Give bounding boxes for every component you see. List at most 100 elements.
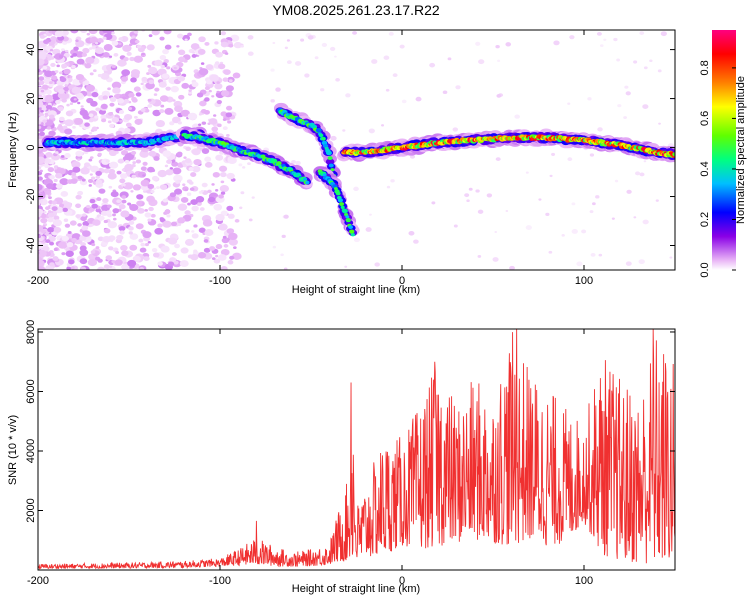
noise-speckle: [119, 119, 123, 123]
noise-speckle: [108, 185, 113, 189]
noise-speckle: [209, 74, 219, 82]
noise-speckle: [148, 206, 154, 212]
noise-speckle: [111, 81, 122, 89]
noise-speckle: [177, 49, 186, 56]
noise-speckle: [291, 159, 297, 164]
lower-branch: [349, 229, 355, 234]
noise-speckle: [215, 213, 225, 222]
noise-speckle: [114, 259, 123, 266]
noise-speckle: [89, 156, 94, 160]
noise-speckle: [549, 174, 553, 178]
noise-speckle: [84, 162, 91, 167]
noise-speckle: [147, 218, 152, 222]
noise-speckle: [213, 203, 223, 211]
snr-y-ticks: 2000 4000 6000 8000: [25, 320, 675, 523]
noise-speckle: [232, 252, 242, 260]
noise-speckle: [103, 219, 108, 224]
noise-speckle: [151, 30, 160, 36]
spectrogram-x-tick-label: 100: [575, 275, 593, 287]
noise-speckle: [140, 179, 150, 187]
noise-speckle: [154, 227, 164, 235]
noise-speckle: [100, 114, 108, 120]
noise-speckle: [54, 167, 58, 170]
colorbar-tick-label: 0.8: [699, 60, 711, 75]
upper-branch: [330, 168, 335, 172]
noise-speckle: [77, 101, 81, 105]
noise-speckle: [227, 156, 237, 165]
noise-speckle: [59, 71, 63, 75]
noise-speckle: [124, 152, 135, 161]
noise-speckle: [38, 249, 47, 258]
noise-speckle: [50, 56, 55, 60]
noise-speckle: [129, 56, 135, 62]
noise-speckle: [121, 199, 127, 204]
noise-speckle: [196, 201, 202, 206]
noise-speckle: [159, 184, 168, 190]
noise-speckle: [89, 72, 94, 76]
noise-speckle: [76, 58, 85, 65]
noise-speckle: [89, 198, 96, 204]
noise-speckle: [295, 160, 301, 166]
noise-speckle: [169, 121, 175, 126]
noise-speckle: [58, 124, 63, 127]
noise-speckle: [91, 176, 96, 180]
noise-speckle: [38, 76, 45, 81]
noise-speckle: [38, 216, 41, 220]
noise-speckle: [70, 30, 79, 34]
noise-speckle: [226, 172, 235, 180]
noise-speckle: [178, 56, 186, 63]
noise-speckle: [68, 259, 75, 265]
noise-speckle: [155, 119, 166, 128]
noise-speckle: [119, 178, 126, 184]
noise-speckle: [218, 223, 228, 231]
noise-speckle: [177, 223, 182, 226]
noise-speckle: [153, 93, 158, 96]
upper-branch: [328, 163, 334, 168]
noise-speckle: [525, 171, 529, 174]
noise-speckle: [184, 188, 189, 192]
noise-speckle: [569, 35, 575, 40]
noise-speckle: [220, 41, 229, 48]
noise-speckle: [118, 204, 126, 210]
noise-speckle: [72, 125, 76, 129]
noise-speckle: [204, 229, 214, 236]
noise-speckle: [625, 261, 632, 266]
noise-speckle: [197, 48, 206, 55]
noise-speckle: [72, 52, 78, 57]
noise-speckle: [82, 47, 90, 54]
noise-speckle: [77, 158, 81, 161]
noise-speckle: [198, 113, 202, 116]
noise-speckle: [90, 100, 98, 107]
noise-speckle: [625, 91, 631, 96]
noise-speckle: [176, 45, 180, 48]
noise-speckle: [169, 167, 174, 170]
noise-speckle: [475, 189, 480, 193]
noise-speckle: [80, 30, 88, 34]
noise-speckle: [40, 109, 44, 113]
noise-speckle: [122, 44, 132, 52]
noise-speckle: [208, 118, 218, 125]
noise-speckle: [152, 187, 156, 190]
noise-speckle: [112, 208, 120, 214]
noise-speckle: [127, 202, 132, 206]
noise-speckle: [69, 75, 73, 79]
noise-speckle: [220, 31, 227, 36]
noise-speckle: [160, 104, 165, 108]
spectrogram-x-ticks: -200 -100 0 100: [27, 30, 593, 287]
noise-speckle: [191, 81, 199, 88]
noise-speckle: [52, 219, 63, 227]
colorbar-tick-label: 0.2: [699, 212, 711, 227]
noise-speckle: [643, 160, 647, 163]
noise-speckle: [110, 191, 119, 198]
noise-speckle: [148, 34, 153, 38]
noise-speckle: [284, 46, 288, 50]
noise-speckle: [334, 55, 337, 58]
noise-speckle: [600, 44, 604, 47]
noise-speckle: [115, 151, 119, 154]
noise-speckle: [180, 197, 189, 203]
noise-speckle: [46, 126, 52, 130]
noise-speckle: [213, 258, 221, 264]
noise-speckle: [38, 235, 41, 239]
snr-x-axis-title: Height of straight line (km): [292, 583, 420, 595]
lower-branch: [335, 191, 341, 196]
